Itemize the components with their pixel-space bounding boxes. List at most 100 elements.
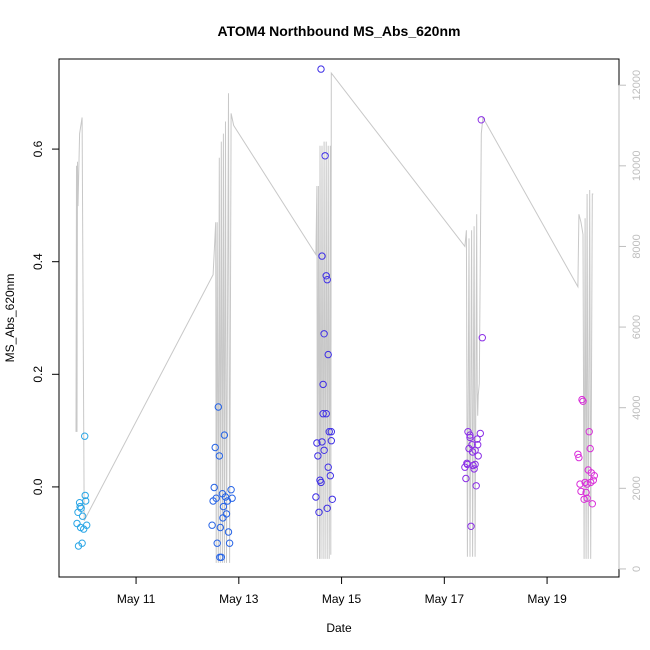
data-point bbox=[468, 448, 477, 456]
right-y-tick-label: 6000 bbox=[631, 315, 643, 339]
data-point bbox=[312, 493, 320, 501]
data-point bbox=[473, 435, 481, 443]
data-point bbox=[474, 441, 482, 449]
data-point bbox=[325, 428, 333, 436]
data-point bbox=[78, 512, 87, 520]
x-tick-label: May 19 bbox=[527, 592, 567, 606]
data-point bbox=[76, 502, 84, 511]
data-point bbox=[319, 410, 327, 418]
data-point bbox=[320, 330, 328, 338]
data-point bbox=[217, 553, 226, 561]
right-y-tick-label: 8000 bbox=[631, 234, 643, 258]
depth-line-layer bbox=[75, 71, 594, 563]
data-point bbox=[463, 460, 472, 469]
data-point bbox=[81, 432, 89, 440]
y-tick-label: 0.4 bbox=[31, 253, 45, 270]
data-point bbox=[313, 439, 321, 447]
y-axis-label: MS_Abs_620nm bbox=[3, 274, 17, 363]
data-point bbox=[462, 474, 470, 483]
data-point bbox=[216, 523, 225, 532]
data-point bbox=[468, 441, 476, 449]
data-point bbox=[472, 482, 480, 490]
data-point bbox=[576, 480, 584, 488]
data-point bbox=[323, 504, 331, 512]
data-point bbox=[324, 350, 332, 359]
data-point bbox=[83, 521, 91, 529]
x-tick-label: May 15 bbox=[322, 592, 362, 606]
x-axis: May 11 May 13 May 15 May 17 May 19 bbox=[117, 576, 567, 606]
data-point bbox=[324, 463, 332, 471]
data-point bbox=[228, 494, 236, 502]
x-tick-label: May 13 bbox=[219, 592, 259, 606]
data-point bbox=[321, 152, 329, 160]
data-point bbox=[219, 502, 228, 511]
data-point bbox=[581, 478, 589, 487]
data-point bbox=[478, 334, 486, 342]
depth-series-line bbox=[75, 71, 594, 563]
data-point bbox=[317, 65, 325, 73]
right-y-tick-label: 0 bbox=[631, 566, 643, 572]
data-point bbox=[466, 433, 474, 442]
data-point bbox=[583, 494, 591, 502]
data-point bbox=[577, 487, 585, 496]
data-point bbox=[470, 465, 478, 473]
data-point bbox=[82, 497, 90, 505]
right-y-tick-label: 4000 bbox=[631, 395, 643, 419]
data-point bbox=[587, 478, 595, 487]
data-point bbox=[211, 443, 219, 452]
plot-frame bbox=[58, 58, 620, 578]
right-y-axis: 0 2000 4000 6000 8000 10000 12000 bbox=[618, 70, 643, 572]
data-point bbox=[588, 500, 596, 508]
data-point bbox=[319, 380, 327, 389]
right-y-tick-label: 12000 bbox=[631, 70, 643, 101]
y-tick-label: 0.2 bbox=[31, 366, 45, 383]
data-point bbox=[220, 431, 229, 439]
data-point bbox=[582, 488, 590, 497]
data-point bbox=[78, 539, 86, 547]
data-point bbox=[320, 446, 328, 454]
data-point bbox=[216, 553, 224, 561]
data-point bbox=[212, 494, 220, 502]
data-point bbox=[323, 276, 331, 284]
data-point bbox=[326, 472, 334, 480]
right-y-tick-label: 10000 bbox=[631, 151, 643, 182]
x-tick-label: May 11 bbox=[117, 592, 156, 606]
data-point bbox=[315, 508, 323, 516]
y-axis: 0.0 0.2 0.4 0.6 bbox=[31, 140, 60, 495]
data-point bbox=[215, 452, 224, 460]
data-point bbox=[328, 495, 336, 503]
data-point bbox=[579, 397, 587, 405]
data-point bbox=[208, 521, 216, 529]
data-point bbox=[477, 116, 485, 124]
data-point bbox=[210, 483, 218, 492]
y-tick-label: 0.0 bbox=[31, 478, 45, 495]
data-point bbox=[327, 437, 335, 445]
x-tick-label: May 17 bbox=[425, 592, 465, 606]
x-axis-label: Date bbox=[326, 621, 352, 635]
data-point bbox=[327, 428, 335, 436]
data-point bbox=[476, 429, 484, 438]
data-point bbox=[318, 438, 326, 446]
data-point bbox=[474, 452, 482, 460]
data-point bbox=[317, 478, 325, 487]
data-point bbox=[214, 403, 223, 411]
data-point bbox=[322, 410, 330, 418]
data-point bbox=[227, 486, 235, 494]
chart-title: ATOM4 Northbound MS_Abs_620nm bbox=[218, 23, 461, 39]
data-point bbox=[219, 514, 227, 522]
data-point bbox=[77, 504, 85, 512]
data-point bbox=[314, 452, 322, 460]
data-point bbox=[81, 491, 89, 500]
data-point bbox=[318, 252, 326, 260]
data-point bbox=[586, 444, 594, 453]
data-point bbox=[225, 539, 234, 547]
points-layer bbox=[73, 65, 598, 561]
data-point bbox=[213, 539, 221, 547]
data-point bbox=[583, 480, 591, 488]
data-point bbox=[578, 395, 586, 404]
data-point bbox=[590, 472, 598, 480]
data-point bbox=[585, 428, 593, 436]
data-point bbox=[467, 522, 475, 530]
data-point bbox=[471, 460, 479, 469]
